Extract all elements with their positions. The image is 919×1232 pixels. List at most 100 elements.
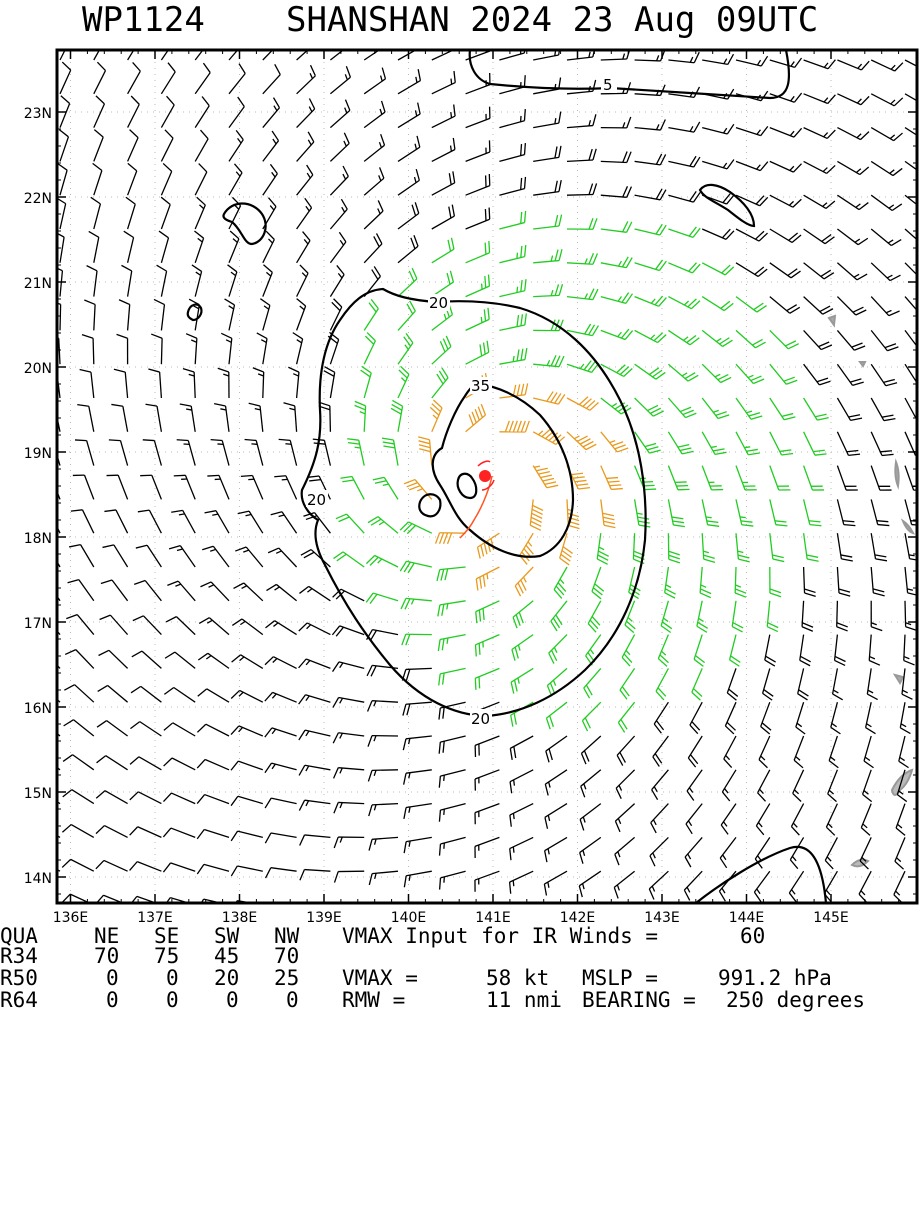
- barb-feather: [174, 475, 186, 476]
- lat-label: 18N: [24, 531, 52, 547]
- barb-feather: [37, 510, 49, 511]
- wind-barb: [440, 905, 466, 923]
- barb-feather: [475, 645, 476, 657]
- barb-feather: [513, 813, 514, 819]
- barb-feather: [282, 479, 288, 480]
- r34-ne: 70: [94, 945, 119, 967]
- barb-staff: [684, 905, 702, 923]
- barb-feather: [43, 405, 55, 407]
- r50-nw: 25: [274, 967, 299, 989]
- r64-sw: 0: [226, 989, 239, 1011]
- r34-sw: 45: [214, 945, 239, 967]
- barb-feather: [355, 447, 361, 448]
- lon-label: 145E: [813, 910, 849, 926]
- rmw-value: 11 nmi: [486, 989, 562, 1011]
- barb-feather: [513, 914, 514, 920]
- bearing-label: BEARING =: [582, 989, 696, 1011]
- barb-feather: [489, 208, 490, 220]
- storm-center-marker: [479, 470, 491, 482]
- barb-feather: [644, 489, 656, 490]
- barb-feather: [143, 440, 155, 441]
- barb-feather: [285, 444, 291, 445]
- lat-label: 19N: [24, 446, 52, 462]
- lat-label: 16N: [24, 701, 52, 717]
- barb-staff: [60, 304, 61, 330]
- barb-feather: [444, 775, 445, 781]
- map-title: WP1124 SHANSHAN 2024 23 Aug 09UTC: [0, 0, 919, 44]
- barb-feather: [41, 440, 53, 441]
- barb-feather: [177, 440, 189, 441]
- barb-feather: [513, 847, 514, 853]
- r50-sw: 20: [214, 967, 239, 989]
- r64-nw: 0: [286, 989, 299, 1011]
- r34-row: R34 70 75 45 70: [0, 945, 51, 967]
- barb-feather: [451, 146, 452, 152]
- barb-feather: [32, 649, 43, 653]
- lat-label: 22N: [24, 191, 52, 207]
- wind-barb: [28, 893, 60, 905]
- barb-feather: [610, 485, 622, 486]
- vmax-input-value: 60: [740, 925, 765, 947]
- r34-label: R34: [0, 945, 38, 967]
- lat-label: 20N: [24, 361, 52, 377]
- wind-barb: [29, 858, 60, 871]
- bearing-value: 250 degrees: [726, 989, 865, 1011]
- barb-feather: [300, 904, 304, 915]
- barb-feather: [517, 287, 518, 293]
- barb-feather: [440, 878, 441, 890]
- barb-feather: [29, 824, 38, 831]
- r50-row: R50 0 0 20 25 VMAX = 58 kt MSLP = 991.2 …: [0, 967, 51, 989]
- barb-feather: [481, 317, 482, 323]
- r34-se: 75: [154, 945, 179, 967]
- vmax-label: VMAX =: [342, 967, 418, 989]
- barb-feather: [611, 489, 623, 490]
- barb-feather: [514, 780, 515, 786]
- barb-feather: [211, 440, 223, 441]
- barb-feather: [525, 177, 526, 189]
- barb-feather: [370, 908, 373, 919]
- r34-nw: 70: [274, 945, 299, 967]
- barb-feather: [524, 75, 525, 87]
- barb-feather: [34, 579, 45, 582]
- barb-staff: [614, 905, 635, 921]
- storm-name-date: SHANSHAN 2024 23 Aug 09UTC: [286, 0, 818, 40]
- barb-feather: [744, 447, 750, 448]
- barb-feather: [479, 677, 480, 689]
- rmw-label: RMW =: [342, 989, 405, 1011]
- r50-label: R50: [0, 967, 38, 989]
- barb-feather: [740, 517, 746, 518]
- contour-label-20: 20: [429, 294, 448, 312]
- barb-feather: [440, 912, 441, 924]
- barb-feather: [485, 243, 486, 255]
- barb-staff: [161, 338, 162, 364]
- lat-label: 14N: [24, 871, 52, 887]
- wind-barb: [29, 824, 60, 838]
- mslp-label: MSLP =: [582, 967, 658, 989]
- barb-feather: [608, 481, 620, 482]
- barb-staff: [441, 905, 466, 912]
- mslp-value: 991.2 hPa: [718, 967, 832, 989]
- barb-feather: [475, 678, 476, 690]
- r64-se: 0: [166, 989, 179, 1011]
- barb-feather: [487, 573, 488, 579]
- island-outline: [895, 462, 898, 486]
- barb-feather: [513, 880, 514, 886]
- barb-feather: [409, 875, 410, 881]
- contour-label-5: 5: [603, 76, 613, 94]
- r64-row: R64 0 0 0 0 RMW = 11 nmi BEARING = 250 d…: [0, 989, 51, 1011]
- barb-feather: [524, 109, 525, 121]
- barb-feather: [525, 143, 526, 155]
- barb-feather: [489, 241, 490, 253]
- vmax-value: 58 kt: [486, 967, 549, 989]
- barb-feather: [513, 356, 514, 362]
- barb-feather: [706, 517, 712, 518]
- barb-feather: [30, 754, 40, 760]
- lat-label: 21N: [24, 276, 52, 292]
- barb-feather: [617, 918, 619, 924]
- barb-feather: [109, 440, 121, 441]
- barb-feather: [521, 178, 522, 190]
- barb-feather: [606, 478, 618, 479]
- barb-feather: [521, 144, 522, 156]
- r50-se: 0: [166, 967, 179, 989]
